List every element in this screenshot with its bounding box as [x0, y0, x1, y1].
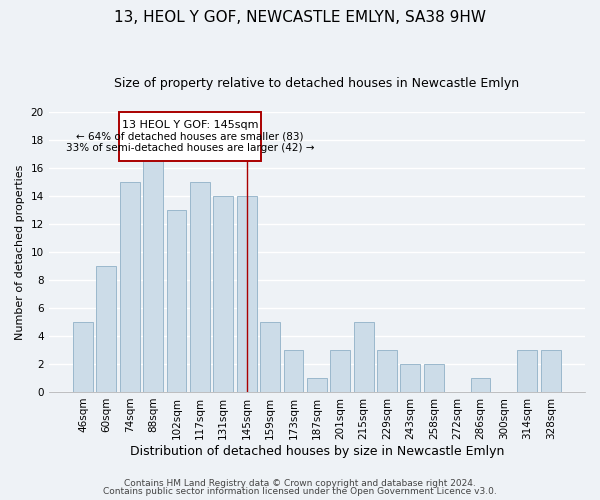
- Bar: [120, 182, 140, 392]
- Bar: [214, 196, 233, 392]
- Y-axis label: Number of detached properties: Number of detached properties: [15, 164, 25, 340]
- Bar: [307, 378, 327, 392]
- Bar: [517, 350, 537, 392]
- Text: Contains public sector information licensed under the Open Government Licence v3: Contains public sector information licen…: [103, 487, 497, 496]
- Title: Size of property relative to detached houses in Newcastle Emlyn: Size of property relative to detached ho…: [114, 78, 520, 90]
- Bar: [167, 210, 187, 392]
- Bar: [400, 364, 421, 392]
- Bar: [330, 350, 350, 392]
- Text: 33% of semi-detached houses are larger (42) →: 33% of semi-detached houses are larger (…: [66, 142, 314, 152]
- Bar: [97, 266, 116, 392]
- Bar: [190, 182, 210, 392]
- Bar: [143, 154, 163, 392]
- Text: Contains HM Land Registry data © Crown copyright and database right 2024.: Contains HM Land Registry data © Crown c…: [124, 478, 476, 488]
- Bar: [260, 322, 280, 392]
- Text: 13, HEOL Y GOF, NEWCASTLE EMLYN, SA38 9HW: 13, HEOL Y GOF, NEWCASTLE EMLYN, SA38 9H…: [114, 10, 486, 25]
- Bar: [353, 322, 374, 392]
- Bar: [237, 196, 257, 392]
- Bar: [73, 322, 93, 392]
- FancyBboxPatch shape: [119, 112, 261, 162]
- Bar: [541, 350, 560, 392]
- Bar: [377, 350, 397, 392]
- Bar: [424, 364, 443, 392]
- Bar: [284, 350, 304, 392]
- Text: 13 HEOL Y GOF: 145sqm: 13 HEOL Y GOF: 145sqm: [122, 120, 258, 130]
- X-axis label: Distribution of detached houses by size in Newcastle Emlyn: Distribution of detached houses by size …: [130, 444, 504, 458]
- Bar: [470, 378, 490, 392]
- Text: ← 64% of detached houses are smaller (83): ← 64% of detached houses are smaller (83…: [76, 132, 304, 141]
